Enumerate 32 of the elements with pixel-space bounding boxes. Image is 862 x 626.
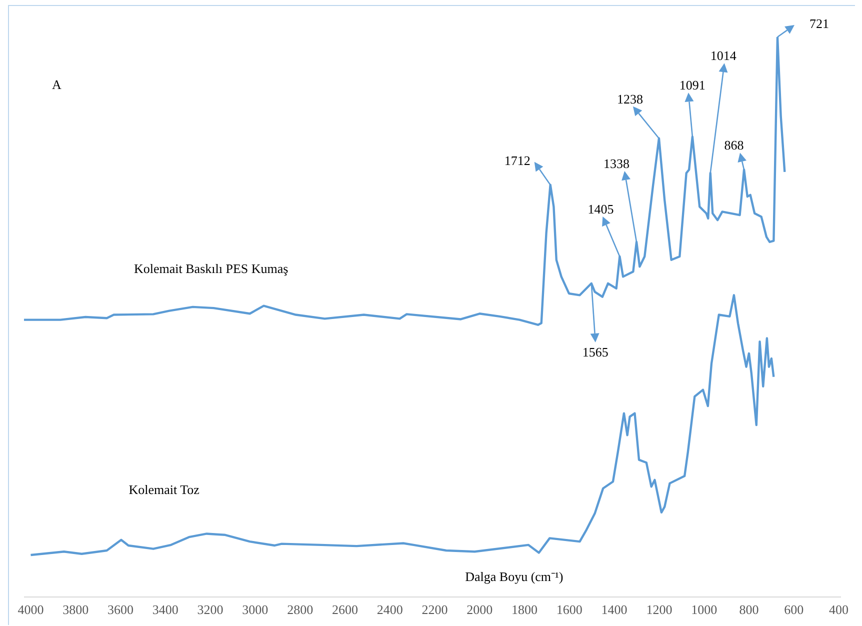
x-tick-label: 3800 — [62, 602, 89, 618]
text: Kolemait Baskılı PES Kumaş — [134, 260, 288, 276]
annotation: 1712 — [504, 152, 530, 168]
x-tick-label: 400 — [829, 602, 849, 618]
x-tick-label: 3600 — [108, 602, 134, 618]
x-tick-label: 2200 — [422, 602, 448, 618]
annotation: 1238 — [616, 91, 643, 106]
x-tick-label: 1200 — [646, 602, 672, 618]
x-tick-label: 2000 — [466, 602, 493, 618]
x-tick-label: 4000 — [18, 602, 44, 618]
x-tick-label: 2400 — [376, 602, 403, 618]
x-tick-label: 3000 — [242, 602, 268, 618]
x-tick-label: 1800 — [512, 602, 538, 618]
annotation: A — [52, 77, 62, 92]
annotation: 721 — [809, 16, 829, 31]
x-tick-label: 3200 — [197, 602, 224, 618]
x-tick-label: 2800 — [287, 602, 314, 618]
x-tick-label: 1600 — [556, 602, 582, 618]
text: Kolemait Toz — [128, 482, 200, 497]
annotation: 1091 — [679, 78, 706, 93]
x-tick-label: 600 — [784, 602, 804, 618]
x-tick-label: 1400 — [601, 602, 628, 618]
x-tick-label: 3400 — [152, 602, 178, 618]
annotation: 1014 — [710, 48, 737, 64]
annotation: 868 — [724, 138, 744, 153]
x-axis-title: Dalga Boyu (cm⁻¹) — [465, 569, 564, 584]
x-tick-label: 2600 — [332, 602, 358, 618]
x-tick-label: 800 — [739, 602, 759, 618]
x-tick-label: 1000 — [691, 602, 718, 618]
annotation: 1405 — [588, 202, 614, 217]
annotation: 1565 — [582, 344, 608, 360]
annotation: 1338 — [604, 156, 630, 171]
